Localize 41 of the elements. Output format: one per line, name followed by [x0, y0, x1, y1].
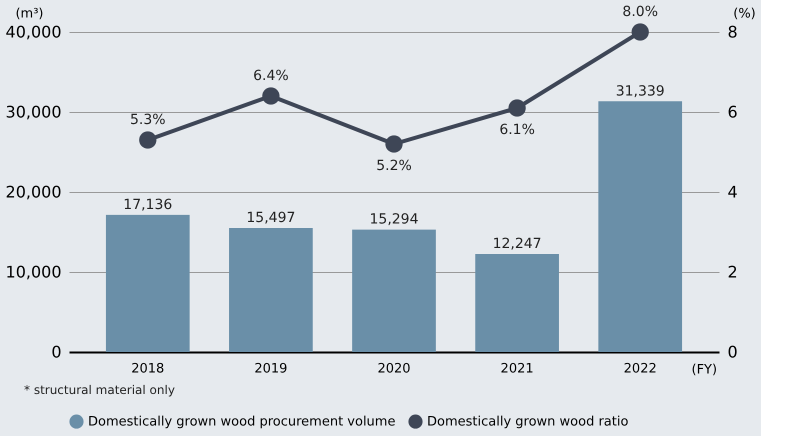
- legend-label: Domestically grown wood ratio: [427, 414, 628, 430]
- y2-tick-label: 6: [728, 102, 738, 122]
- point: [508, 99, 526, 117]
- bar: [598, 101, 682, 352]
- data-label: 5.2%: [376, 158, 412, 174]
- data-label: 5.3%: [130, 112, 166, 128]
- x-tick-label: 2020: [377, 362, 411, 376]
- y-tick-label: 20,000: [6, 182, 62, 202]
- y-tick-label: 40,000: [6, 22, 62, 42]
- data-label: 31,339: [616, 83, 665, 100]
- data-label: 6.4%: [253, 68, 289, 84]
- bar: [475, 254, 559, 352]
- point: [139, 131, 156, 149]
- x-tick-label: 2018: [131, 362, 164, 376]
- y2-tick-label: 0: [728, 342, 738, 362]
- data-label: 17,136: [123, 196, 172, 213]
- x-tick-label: 2019: [254, 362, 288, 376]
- y2-axis-title: (%): [733, 6, 756, 22]
- point: [632, 23, 649, 41]
- y2-tick-label: 2: [728, 262, 738, 282]
- x-axis-title: (FY): [692, 362, 718, 378]
- y-axis-title: (m³): [15, 6, 44, 22]
- data-label: 15,497: [246, 210, 296, 226]
- x-tick-label: 2022: [624, 362, 657, 376]
- y-tick-label: 0: [51, 342, 62, 362]
- y2-tick-label: 4: [728, 182, 738, 202]
- data-label: 15,294: [370, 212, 419, 228]
- data-label: 6.1%: [499, 122, 535, 138]
- data-label: 12,247: [492, 236, 542, 252]
- y-tick-label: 10,000: [6, 262, 62, 282]
- bar: [352, 230, 436, 352]
- x-tick-label: 2021: [500, 362, 534, 376]
- legend-label: Domestically grown wood procurement volume: [88, 414, 396, 430]
- bar: [106, 214, 190, 352]
- bar: [229, 228, 313, 352]
- data-label: 8.0%: [622, 4, 658, 20]
- text: * structural material only: [24, 383, 175, 397]
- point: [385, 135, 403, 153]
- y2-tick-label: 8: [728, 22, 738, 42]
- y-tick-label: 30,000: [6, 102, 62, 122]
- point: [262, 87, 280, 105]
